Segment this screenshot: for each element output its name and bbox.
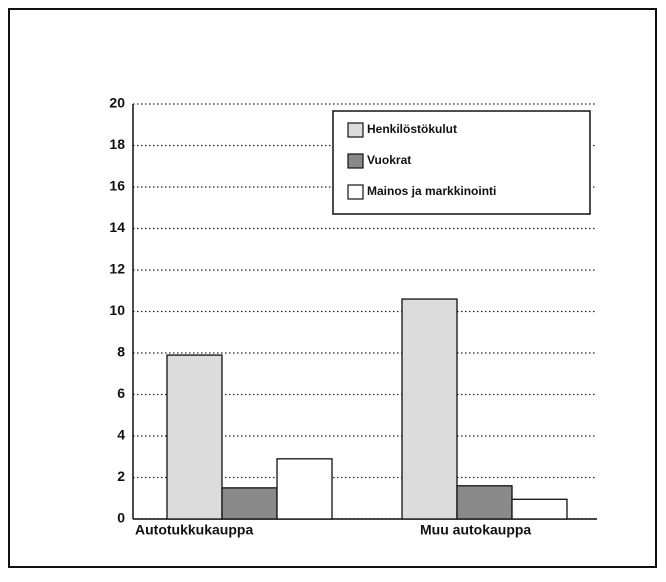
x-tick-label: Muu autokauppa [420,522,531,538]
legend-label: Henkilöstökulut [367,122,457,136]
bar [511,498,568,520]
bar [166,354,223,520]
y-tick-label: 2 [117,468,125,484]
y-tick-label: 4 [117,427,125,443]
bar [221,487,278,520]
bar [456,485,513,520]
frame [8,8,657,568]
x-tick-label: Autotukkukauppa [135,522,253,538]
y-tick-label: 10 [109,302,125,318]
y-tick-label: 6 [117,385,125,401]
legend-swatch [347,153,364,169]
y-tick-label: 16 [109,178,125,194]
bar [401,298,458,520]
legend-label: Mainos ja markkinointi [367,184,496,198]
legend-swatch [347,122,364,138]
y-tick-label: 18 [109,136,125,152]
y-tick-label: 20 [109,95,125,111]
bar [276,458,333,520]
y-tick-label: 14 [109,219,125,235]
legend-box [332,110,591,215]
legend-swatch [347,184,364,200]
y-tick-label: 12 [109,261,125,277]
legend-label: Vuokrat [367,153,411,167]
y-tick-label: 8 [117,344,125,360]
y-tick-label: 0 [117,510,125,526]
